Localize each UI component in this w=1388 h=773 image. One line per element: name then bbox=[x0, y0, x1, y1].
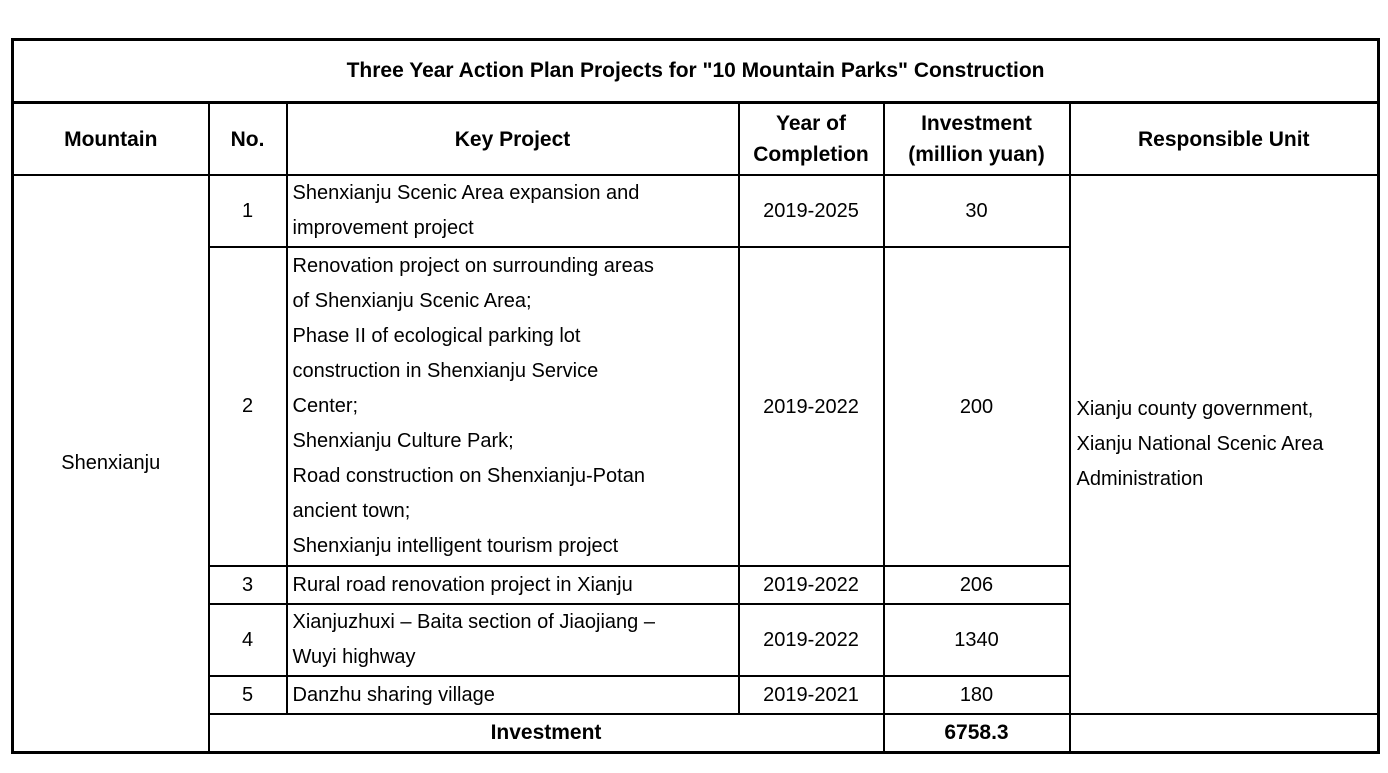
footer-empty-cell bbox=[1068, 713, 1380, 754]
table-row: 4 Xianjuzhuxi – Baita section of Jiaojia… bbox=[13, 603, 1379, 677]
row2-key-project: Renovation project on surrounding areas … bbox=[285, 246, 740, 567]
row5-no: 5 bbox=[207, 675, 288, 715]
cell-mountain-name: Shenxianju bbox=[11, 174, 210, 754]
title-row: Three Year Action Plan Projects for "10 … bbox=[11, 38, 1380, 104]
row1-key-project: Shenxianju Scenic Area expansion and imp… bbox=[285, 174, 740, 248]
cell-responsible-unit: Xianju county government, Xianju Nationa… bbox=[1068, 174, 1380, 715]
footer-investment-total: 6758.3 bbox=[882, 713, 1071, 754]
row2-year: 2019-2022 bbox=[737, 246, 885, 567]
col-header-key-project: Key Project bbox=[285, 101, 740, 176]
col-header-year-of-completion: Year of Completion bbox=[737, 101, 885, 176]
row3-year: 2019-2022 bbox=[737, 565, 885, 605]
row3-investment: 206 bbox=[882, 565, 1071, 605]
row5-investment: 180 bbox=[882, 675, 1071, 715]
col-header-mountain: Mountain bbox=[11, 101, 210, 176]
col-header-no: No. bbox=[207, 101, 288, 176]
row1-no: 1 bbox=[207, 174, 288, 248]
row5-key-project: Danzhu sharing village bbox=[285, 675, 740, 715]
row5-year: 2019-2021 bbox=[737, 675, 885, 715]
row1-year: 2019-2025 bbox=[737, 174, 885, 248]
row3-key-project: Rural road renovation project in Xianju bbox=[285, 565, 740, 605]
row2-investment: 200 bbox=[882, 246, 1071, 567]
table-title: Three Year Action Plan Projects for "10 … bbox=[11, 38, 1380, 104]
row2-no: 2 bbox=[207, 246, 288, 567]
footer-row: Investment 6758.3 bbox=[13, 713, 1380, 754]
col-header-investment: Investment (million yuan) bbox=[882, 101, 1071, 176]
row4-investment: 1340 bbox=[882, 603, 1071, 677]
projects-table: Three Year Action Plan Projects for "10 … bbox=[11, 38, 1381, 754]
footer-investment-label: Investment bbox=[207, 713, 885, 754]
table-row: 3 Rural road renovation project in Xianj… bbox=[13, 565, 1379, 605]
row3-no: 3 bbox=[207, 565, 288, 605]
table-row: 5 Danzhu sharing village 2019-2021 180 bbox=[13, 675, 1379, 715]
header-row: Mountain No. Key Project Year of Complet… bbox=[11, 101, 1380, 176]
row4-no: 4 bbox=[207, 603, 288, 677]
table-row: Shenxianju 1 Shenxianju Scenic Area expa… bbox=[11, 174, 1380, 754]
row4-key-project: Xianjuzhuxi – Baita section of Jiaojiang… bbox=[285, 603, 740, 677]
row1-investment: 30 bbox=[882, 174, 1071, 248]
col-header-responsible-unit: Responsible Unit bbox=[1068, 101, 1380, 176]
row4-year: 2019-2022 bbox=[737, 603, 885, 677]
table-row: 2 Renovation project on surrounding area… bbox=[13, 246, 1379, 567]
